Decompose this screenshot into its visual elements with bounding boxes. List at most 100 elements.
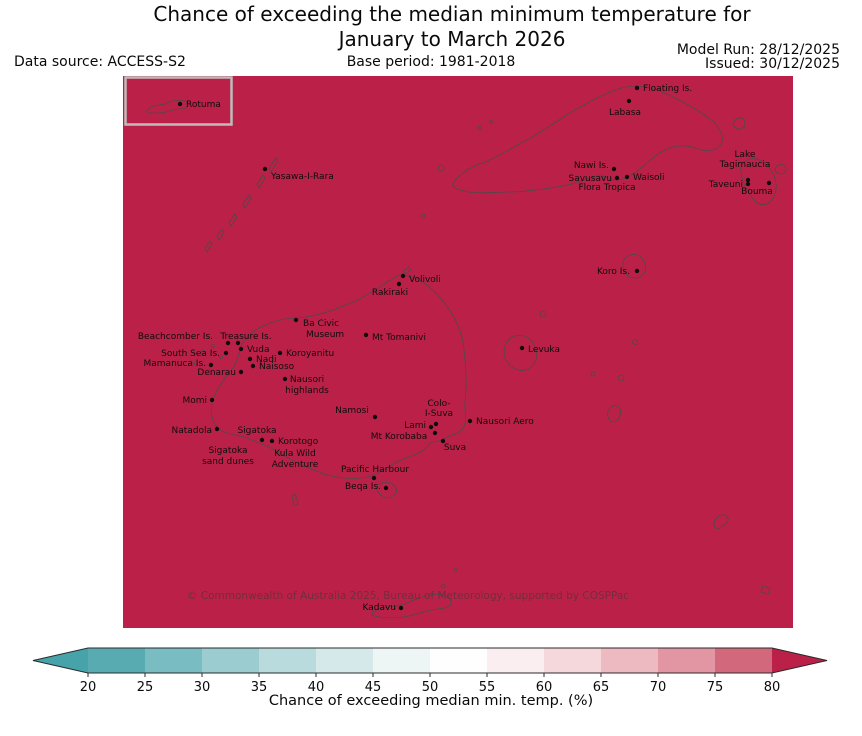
place-label-bouma: Bouma [741, 187, 773, 197]
rotuma-inset-frame [124, 76, 233, 126]
island-outline-mamanuca-3 [219, 355, 223, 359]
place-dot-rotuma [177, 101, 183, 107]
colorbar-tick-label-70: 70 [650, 680, 667, 695]
place-label-floating-is: Floating Is. [643, 84, 692, 94]
place-label-sigatoka-sand-dunes: sand dunes [202, 457, 254, 467]
place-label-nausori-highlands: Nausori [290, 375, 324, 385]
title-line-2: January to March 2026 [338, 27, 566, 51]
place-dot-natadola [214, 426, 220, 432]
place-label-pacific-harbour: Pacific Harbour [341, 465, 409, 475]
place-label-taveuni: Taveuni [708, 180, 743, 190]
colorbar-segment-70-75 [658, 648, 716, 673]
place-label-mt-korobaba: Mt Korobaba [371, 432, 428, 442]
island-outline-totoya [760, 585, 771, 595]
colorbar-label: Chance of exceeding median min. temp. (%… [268, 693, 594, 709]
island-outline-ovalau [503, 335, 538, 371]
island-outline-viti-levu [210, 274, 467, 479]
place-dot-taveuni [745, 181, 751, 187]
place-dot-mt-korobaba [432, 430, 438, 436]
place-label-natadola: Natadola [171, 426, 212, 436]
island-outline-kadavu [371, 593, 452, 619]
place-dot-nausori-highlands [282, 376, 288, 382]
place-dot-beachcomber-is [225, 340, 231, 346]
place-dot-bouma [766, 180, 772, 186]
place-label-lami: Lami [404, 421, 426, 431]
island-outline-yasawa-1 [268, 157, 279, 173]
place-label-levuka: Levuka [528, 345, 560, 355]
copyright-notice: © Commonwealth of Australia 2025, Bureau… [186, 590, 630, 602]
place-label-kadavu: Kadavu [362, 603, 396, 613]
colorbar-tick-label-80: 80 [764, 680, 781, 695]
place-label-sigatoka-sand-dunes: Sigatoka [208, 446, 247, 456]
place-dot-denarau [238, 369, 244, 375]
place-label-suva: Suva [444, 443, 466, 453]
colorbar-tick-label-55: 55 [479, 680, 496, 695]
place-dot-vuda [238, 346, 244, 352]
place-label-lake-tagimaucia: Tagimaucia [719, 160, 771, 170]
island-outline-yasawa-5 [216, 228, 225, 241]
place-label-korotogo: Korotogo [278, 437, 319, 447]
place-dot-south-sea-is [223, 350, 229, 356]
place-label-colo-i-suva: Colo- [427, 399, 450, 409]
place-dot-floating-is [634, 85, 640, 91]
place-dot-labasa [626, 98, 632, 104]
place-label-labasa: Labasa [609, 108, 641, 118]
island-outline-koro [622, 254, 646, 279]
place-label-naisoso: Naisoso [259, 362, 295, 372]
place-dot-levuka [519, 345, 525, 351]
place-label-momi: Momi [182, 396, 207, 406]
place-dot-momi [209, 397, 215, 403]
place-label-kula-wild-adventure: Adventure [272, 460, 319, 470]
island-outline-islet-north-2 [489, 120, 493, 124]
island-outline-vanua-levu [452, 85, 723, 194]
island-outline-yasawa-3 [242, 194, 252, 209]
place-label-colo-i-suva: I-Suva [425, 409, 453, 419]
colorbar-segment-45-50 [373, 648, 431, 673]
colorbar-segment-75-80 [715, 648, 773, 673]
colorbar-over-arrow [772, 648, 827, 673]
place-label-south-sea-is: South Sea Is. [161, 349, 220, 359]
island-outline-ono [440, 583, 446, 589]
rotuma-inset [124, 76, 233, 126]
colorbar-segment-50-55 [430, 648, 488, 673]
place-dot-naisoso [250, 363, 256, 369]
place-dot-suva [440, 438, 446, 444]
place-dot-waisoli [624, 174, 630, 180]
place-label-waisoli: Waisoli [633, 173, 665, 183]
place-dot-korotogo [269, 438, 275, 444]
island-outline-islet-north-1 [477, 125, 483, 131]
colorbar-segment-55-60 [487, 648, 545, 673]
place-label-flora-tropica: Flora Tropica [578, 183, 635, 193]
place-label-savusavu: Savusavu [569, 174, 613, 184]
colorbar-under-arrow [33, 648, 88, 673]
island-outline-islet-nananu [402, 266, 412, 275]
place-dot-namosi [372, 414, 378, 420]
colorbar-tick-label-65: 65 [593, 680, 610, 695]
island-outline-islet-south [453, 568, 457, 572]
place-dot-kadavu [398, 605, 404, 611]
island-outline-islet-west [420, 213, 426, 219]
place-label-vuda: Vuda [247, 345, 269, 355]
island-outline-yasawa-4 [228, 213, 238, 227]
place-dot-beqa-is [383, 485, 389, 491]
island-outline-rotuma [146, 99, 189, 114]
place-dot-savusavu [614, 175, 620, 181]
island-outline-islet-east [632, 339, 638, 345]
title-line-1: Chance of exceeding the median minimum t… [153, 2, 751, 26]
place-dot-koro-is [634, 268, 640, 274]
place-dot-sigatoka [259, 437, 265, 443]
place-dot-colo-i-suva [433, 421, 439, 427]
place-label-mt-tomanivi: Mt Tomanivi [372, 333, 426, 343]
colorbar-tick-label-35: 35 [251, 680, 268, 695]
colorbar: 20 25 30 35 40 45 50 55 60 65 70 75 80 [32, 647, 828, 695]
place-label-rakiraki: Rakiraki [372, 288, 408, 298]
island-outline-nairai [617, 374, 625, 382]
place-dot-lake-tagimaucia [745, 177, 751, 183]
island-outline-beqa [376, 481, 397, 498]
place-label-rotuma: Rotuma [186, 100, 221, 110]
map-svg: Rotuma Floating Is. Labasa Yasawa-I-Rara Naw… [124, 76, 787, 619]
island-outline-matuku [713, 514, 729, 529]
island-outline-gau [607, 405, 621, 423]
page-title: Chance of exceeding the median minimum t… [42, 2, 862, 52]
place-label-kula-wild-adventure: Kula Wild [274, 449, 315, 459]
